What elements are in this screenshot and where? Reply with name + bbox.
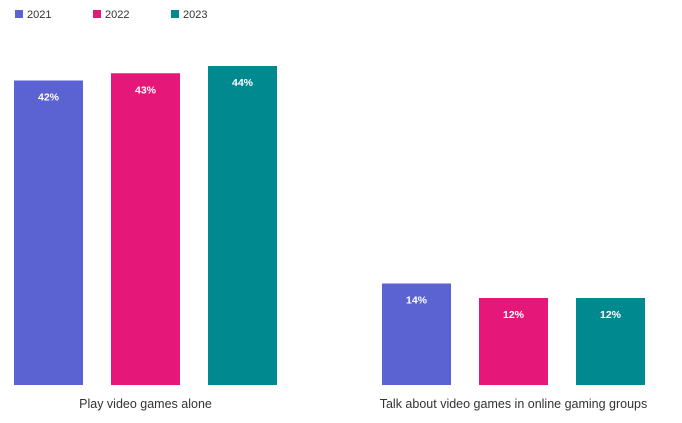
bars	[14, 66, 645, 385]
bar-2-2022	[479, 298, 548, 385]
legend-swatch-2023	[171, 10, 179, 18]
category-label-2: Talk about video games in online gaming …	[380, 397, 648, 411]
bar-1-2021	[14, 80, 83, 385]
legend-label-2023: 2023	[183, 9, 207, 21]
bar-1-2023	[208, 66, 277, 385]
bar-value-label-1-2021: 42%	[38, 92, 60, 104]
bar-2-2021	[382, 283, 451, 385]
bar-1-2022	[111, 73, 180, 385]
bar-value-label-1-2022: 43%	[135, 84, 157, 96]
category-labels: Play video games alone Talk about video g…	[79, 397, 647, 411]
legend-label-2022: 2022	[105, 9, 129, 21]
category-label-1: Play video games alone	[79, 397, 212, 411]
bar-labels: 42% 43% 44% 14% 12% 12%	[38, 77, 622, 321]
bar-value-label-2-2023: 12%	[600, 309, 622, 321]
bar-value-label-2-2022: 12%	[503, 309, 525, 321]
legend-swatch-2022	[93, 10, 101, 18]
bar-2-2023	[576, 298, 645, 385]
legend: 2021 2022 2023	[15, 9, 207, 21]
bar-value-label-1-2023: 44%	[232, 77, 254, 89]
bar-value-label-2-2021: 14%	[406, 295, 428, 307]
legend-swatch-2021	[15, 10, 23, 18]
legend-label-2021: 2021	[27, 9, 51, 21]
